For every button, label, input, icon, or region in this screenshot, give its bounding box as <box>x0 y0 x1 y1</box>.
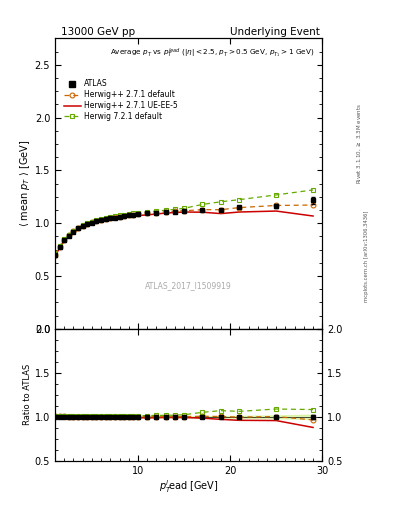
X-axis label: $p_T^l$$\!$ead [GeV]: $p_T^l$$\!$ead [GeV] <box>159 478 219 495</box>
Text: ATLAS_2017_I1509919: ATLAS_2017_I1509919 <box>145 281 232 290</box>
Y-axis label: Ratio to ATLAS: Ratio to ATLAS <box>23 364 32 425</box>
Text: 13000 GeV pp: 13000 GeV pp <box>61 27 135 37</box>
Text: Rivet 3.1.10, $\geq$ 3.3M events: Rivet 3.1.10, $\geq$ 3.3M events <box>356 103 363 184</box>
Text: mcplots.cern.ch [arXiv:1306.3436]: mcplots.cern.ch [arXiv:1306.3436] <box>364 210 369 302</box>
Y-axis label: $\langle$ mean $p_T$ $\rangle$ [GeV]: $\langle$ mean $p_T$ $\rangle$ [GeV] <box>18 140 32 227</box>
Text: Underlying Event: Underlying Event <box>230 27 320 37</box>
Legend: ATLAS, Herwig++ 2.7.1 default, Herwig++ 2.7.1 UE-EE-5, Herwig 7.2.1 default: ATLAS, Herwig++ 2.7.1 default, Herwig++ … <box>62 77 180 123</box>
Text: Average $p_T$ vs $p_T^{lead}$ ($|\eta| < 2.5$, $p_T > 0.5$ GeV, $p_{T_1} > 1$ Ge: Average $p_T$ vs $p_T^{lead}$ ($|\eta| <… <box>110 47 314 60</box>
